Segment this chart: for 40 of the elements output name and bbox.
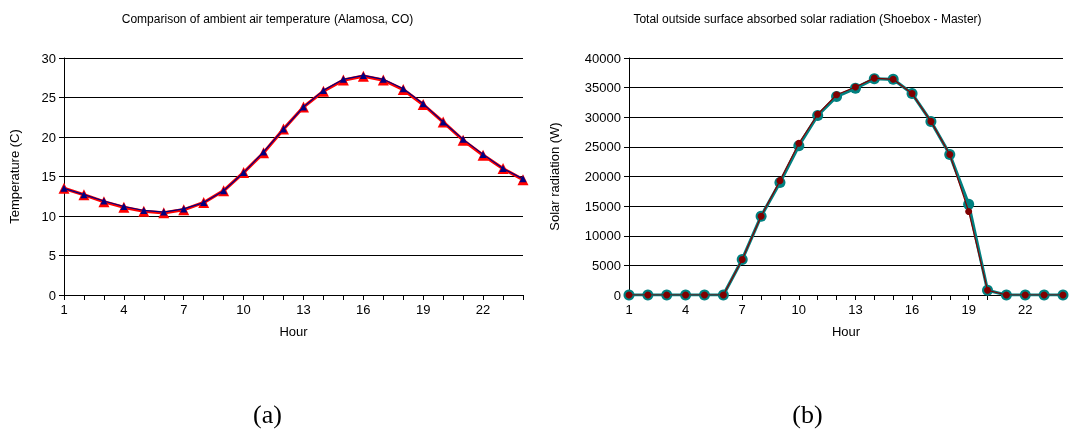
y-tick-label: 15 xyxy=(41,169,56,184)
y-tick-label: 15000 xyxy=(584,198,621,214)
y-axis-title: Solar radiation (W) xyxy=(547,122,562,231)
x-tick-label: 10 xyxy=(236,302,251,317)
y-tick-label: 40000 xyxy=(584,50,621,66)
x-tick-label: 22 xyxy=(475,302,491,317)
x-tick-label: 16 xyxy=(356,302,371,317)
y-tick-label: 35000 xyxy=(584,80,621,96)
y-tick-label: 25 xyxy=(41,90,56,105)
y-tick-label: 5000 xyxy=(592,257,621,273)
y-axis-title: Temperature (C) xyxy=(7,129,22,224)
x-axis-title: Hour xyxy=(831,324,861,339)
x-tick-label: 4 xyxy=(681,302,690,317)
y-tick-label: 0 xyxy=(48,287,56,303)
x-tick-label: 1 xyxy=(625,302,633,317)
y-tick-label: 0 xyxy=(613,287,621,303)
y-tick-label: 10000 xyxy=(584,228,621,244)
x-tick-label: 16 xyxy=(904,302,920,317)
chart-title: Total outside surface absorbed solar radiation (Shoebox - Master) xyxy=(633,12,982,26)
chart-title: Comparison of ambient air temperature (Alamosa, CO) xyxy=(121,12,414,26)
x-axis-title: Hour xyxy=(279,324,309,339)
y-tick-label: 20 xyxy=(41,129,56,145)
x-tick-label: 22 xyxy=(1018,302,1033,317)
x-tick-label: 13 xyxy=(848,302,863,317)
y-tick-label: 30 xyxy=(41,50,56,66)
x-tick-label: 7 xyxy=(738,302,746,317)
y-tick-label: 20000 xyxy=(584,169,621,184)
text: (b) xyxy=(791,400,824,430)
x-tick-label: 19 xyxy=(415,302,431,317)
x-tick-label: 10 xyxy=(791,302,807,317)
y-tick-label: 30000 xyxy=(584,109,621,125)
x-tick-label: 13 xyxy=(296,302,311,317)
x-tick-label: 7 xyxy=(180,302,188,317)
x-tick-label: 19 xyxy=(961,302,976,317)
y-tick-label: 25000 xyxy=(584,139,621,155)
y-tick-label: 10 xyxy=(41,208,56,224)
x-tick-label: 1 xyxy=(60,302,68,317)
y-tick-label: 5 xyxy=(48,248,56,263)
text: (a) xyxy=(252,400,283,430)
x-tick-label: 4 xyxy=(120,302,128,317)
